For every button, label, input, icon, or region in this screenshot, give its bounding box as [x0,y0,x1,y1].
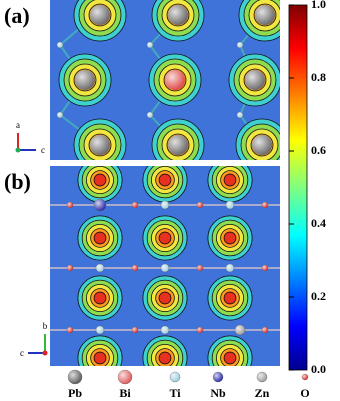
contour [93,291,107,305]
panel-label: (a) [4,3,30,28]
atom-shine [132,265,138,271]
atom-shine [170,372,180,382]
tick-label: 0.2 [311,289,326,303]
atom-shine [165,70,185,90]
atom-shine [262,265,268,271]
legend-label: O [300,386,309,400]
atom-shine [161,201,169,209]
atom-shine [302,374,308,380]
atom-shine [96,326,104,334]
atom-shine [67,202,73,208]
axis-label: a [16,120,20,130]
atom-shine [168,5,188,25]
atom-shine [161,326,169,334]
contour [158,231,172,245]
atom-shine [132,202,138,208]
atom-shine [252,135,272,155]
legend-label: Zn [255,386,270,400]
atom-shine [132,327,138,333]
atom-shine [90,5,110,25]
atom-shine [235,325,245,335]
legend-label: Pb [68,386,82,400]
tick-label: 0.6 [311,143,326,157]
contour [223,231,237,245]
atom-shine [226,201,234,209]
contour [93,231,107,245]
atom-shine [197,265,203,271]
axis-label: c [20,348,24,358]
legend-label: Nb [210,386,226,400]
atom-shine [168,135,188,155]
tick-label: 0.0 [311,362,326,376]
tick-label: 0.8 [311,70,326,84]
atom-shine [96,264,104,272]
legend-label: Ti [169,386,181,400]
contour [223,351,237,365]
atom-shine [213,372,223,382]
contour [158,291,172,305]
legend-label: Bi [119,386,131,400]
contour [223,173,237,187]
tick-label: 1.0 [311,0,326,11]
axis-label: b [43,321,48,331]
atom-shine [147,112,153,118]
atom-shine [90,135,110,155]
atom-shine [75,70,95,90]
atom-shine [118,370,132,384]
atom-shine [255,5,275,25]
atom-shine [161,264,169,272]
axis-indicator: a c b c [15,120,48,358]
atom-shine [237,112,243,118]
atom-shine [94,199,106,211]
contour [93,173,107,187]
atom-shine [197,327,203,333]
contour [158,351,172,365]
atom-shine [57,42,63,48]
tick-label: 0.4 [311,216,326,230]
atom-shine [67,265,73,271]
colorbar [288,4,308,371]
atom-shine [262,327,268,333]
contour [223,291,237,305]
axis-label: c [41,145,45,155]
contour [158,173,172,187]
atom-shine [197,202,203,208]
atom-shine [147,42,153,48]
panel-label: (b) [4,169,31,194]
atom-shine [257,372,267,382]
atom-shine [68,370,82,384]
contour [93,351,107,365]
atom-shine [226,264,234,272]
atom-shine [237,42,243,48]
atom-shine [57,112,63,118]
atom-shine [245,70,265,90]
atom-shine [262,202,268,208]
atom-shine [67,327,73,333]
